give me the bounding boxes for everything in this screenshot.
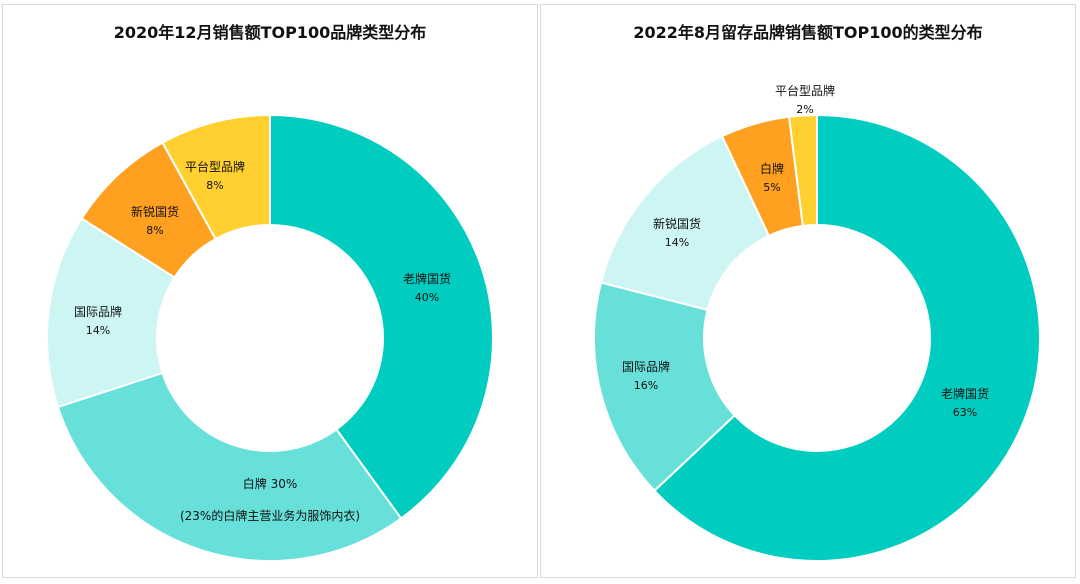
slice-label: 老牌国货 bbox=[403, 271, 451, 286]
slice-value: 2% bbox=[796, 103, 813, 116]
slice-value: 40% bbox=[415, 291, 439, 304]
slice-label: 白牌 bbox=[760, 161, 784, 176]
pie-slice-2 bbox=[56, 371, 403, 562]
chart-panel-2022: 2022年8月留存品牌销售额TOP100的类型分布 老牌国货 63% 国际品牌 16%… bbox=[540, 4, 1076, 578]
slice-label: 新锐国货 bbox=[653, 216, 701, 231]
slice-note: (23%的白牌主营业务为服饰内衣) bbox=[180, 508, 360, 523]
pie-slice-5 bbox=[787, 113, 818, 228]
slice-value: 63% bbox=[953, 406, 977, 419]
slice-value: 14% bbox=[665, 236, 689, 249]
slice-label: 平台型品牌 bbox=[775, 83, 835, 98]
slice-label: 国际品牌 bbox=[74, 305, 122, 319]
chart-title: 2020年12月销售额TOP100品牌类型分布 bbox=[113, 23, 427, 42]
pie-slice-1 bbox=[269, 113, 494, 520]
pie-slice-5 bbox=[161, 113, 271, 241]
pie-slice-2 bbox=[593, 281, 737, 493]
slice-label: 新锐国货 bbox=[131, 204, 179, 219]
slice-value: 8% bbox=[206, 179, 223, 192]
slice-label: 白牌 30% bbox=[243, 476, 298, 491]
pie-slice-1 bbox=[653, 113, 1041, 562]
slice-label: 平台型品牌 bbox=[185, 159, 245, 174]
donut-chart-2022: 老牌国货 63% 国际品牌 16% 新锐国货 14% 白牌 5% 平台型品牌 2% bbox=[593, 83, 1041, 562]
chart-title: 2022年8月留存品牌销售额TOP100的类型分布 bbox=[633, 23, 983, 42]
donut-chart-2020: 老牌国货 40% 白牌 30% (23%的白牌主营业务为服饰内衣) 国际品牌 14% 新锐国… bbox=[46, 113, 494, 562]
slice-value: 16% bbox=[634, 379, 658, 392]
slice-value: 14% bbox=[86, 324, 110, 337]
slice-value: 5% bbox=[763, 181, 780, 194]
chart-panel-2020: 2020年12月销售额TOP100品牌类型分布 老牌国货 40% 白牌 30% (23… bbox=[2, 4, 538, 578]
slice-label: 国际品牌 bbox=[622, 360, 670, 374]
slice-value: 8% bbox=[146, 224, 163, 237]
slice-label: 老牌国货 bbox=[941, 386, 989, 401]
